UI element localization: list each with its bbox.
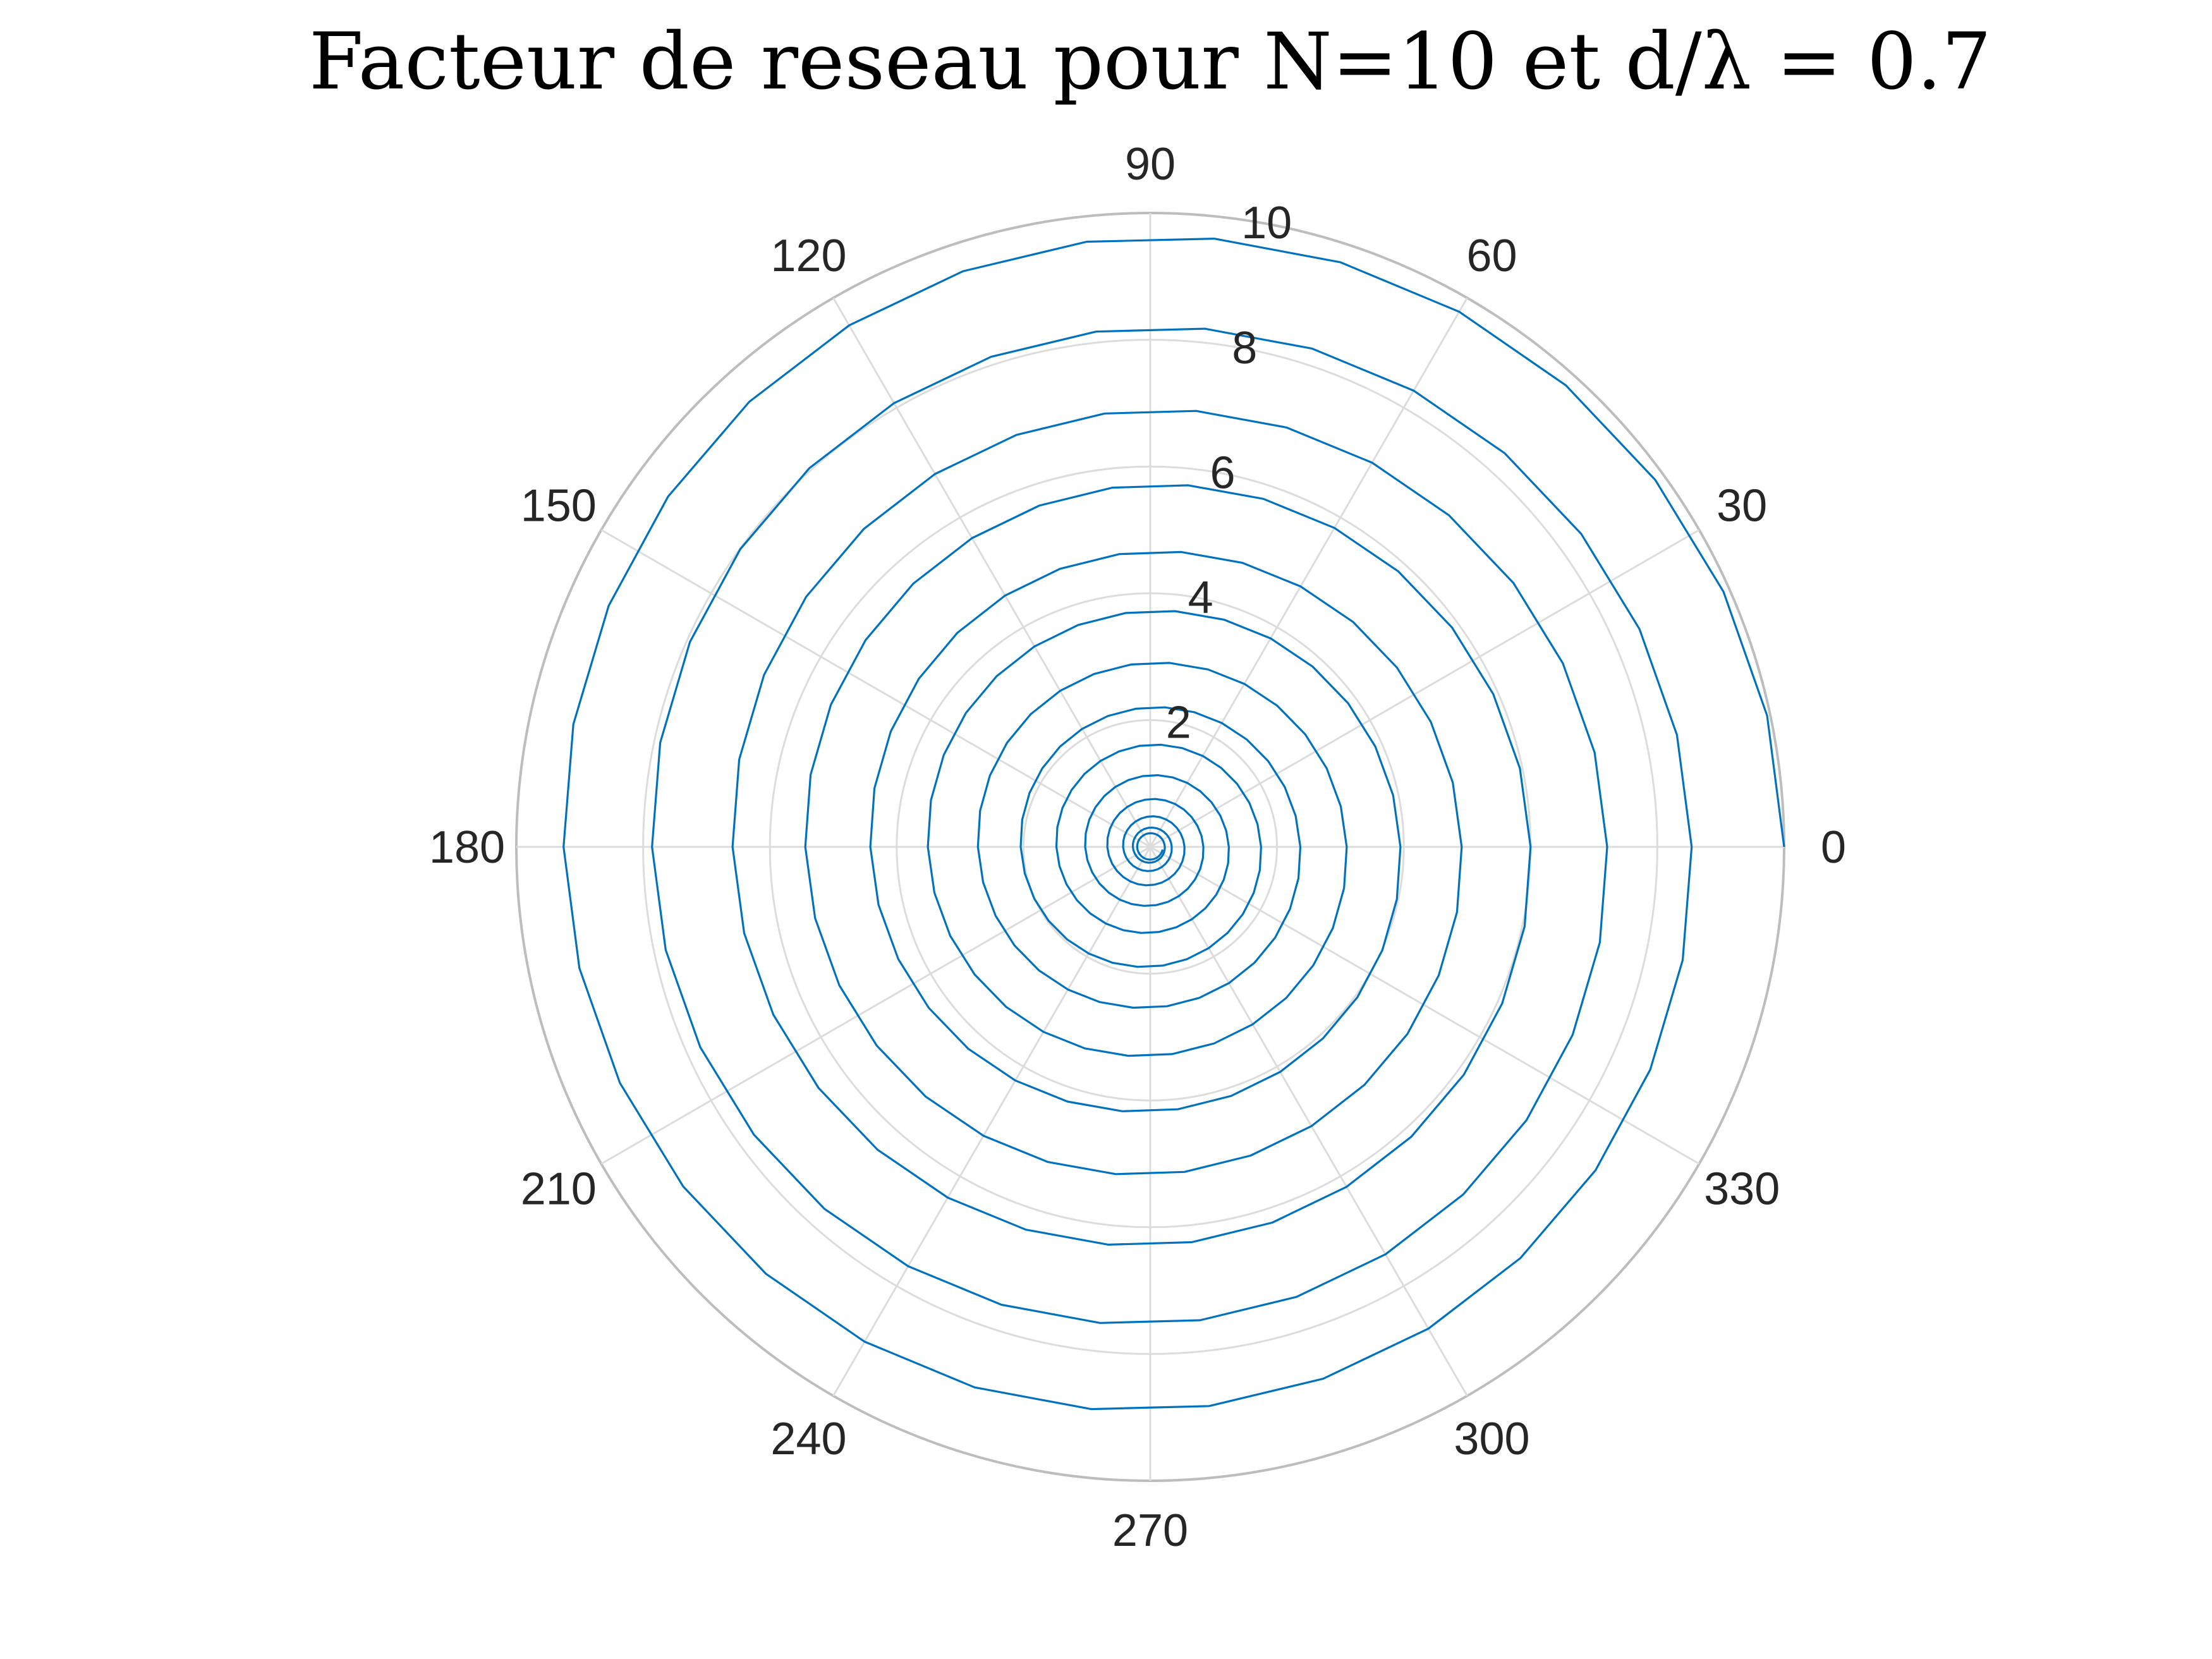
chart-title: Facteur de reseau pour N=10 et d/λ = 0.7 bbox=[309, 16, 1991, 107]
r-tick-label-2: 2 bbox=[1166, 697, 1191, 748]
spoke-120 bbox=[832, 297, 1152, 848]
theta-tick-label-150: 150 bbox=[521, 481, 597, 532]
theta-tick-label-0: 0 bbox=[1821, 822, 1846, 873]
spoke-300 bbox=[1149, 846, 1468, 1397]
theta-tick-label-120: 120 bbox=[770, 231, 846, 281]
spoke-210 bbox=[600, 846, 1151, 1165]
theta-tick-label-270: 270 bbox=[1112, 1505, 1188, 1556]
r-tick-label-10: 10 bbox=[1241, 198, 1292, 248]
spoke-240 bbox=[832, 846, 1152, 1397]
r-tick-label-4: 4 bbox=[1188, 573, 1213, 623]
theta-tick-label-180: 180 bbox=[429, 822, 505, 873]
spoke-150 bbox=[600, 529, 1151, 848]
series-layer bbox=[562, 238, 1785, 1411]
theta-tick-label-330: 330 bbox=[1704, 1164, 1780, 1215]
theta-tick-label-60: 60 bbox=[1466, 231, 1517, 281]
theta-tick-label-30: 30 bbox=[1717, 481, 1767, 532]
theta-tick-label-240: 240 bbox=[770, 1414, 846, 1464]
series-line-0 bbox=[562, 238, 1785, 1411]
tick-labels: 0 30 60 90 120 150 180 210 240 270 300 330 2 4 6 8 10 bbox=[429, 139, 1846, 1556]
r-tick-label-8: 8 bbox=[1232, 323, 1257, 374]
theta-tick-label-210: 210 bbox=[521, 1164, 597, 1215]
theta-tick-label-90: 90 bbox=[1125, 139, 1176, 190]
spoke-30 bbox=[1150, 529, 1700, 848]
r-tick-label-6: 6 bbox=[1210, 447, 1235, 498]
spoke-330 bbox=[1150, 846, 1700, 1165]
polar-grid bbox=[515, 212, 1785, 1482]
theta-tick-label-300: 300 bbox=[1454, 1414, 1529, 1464]
